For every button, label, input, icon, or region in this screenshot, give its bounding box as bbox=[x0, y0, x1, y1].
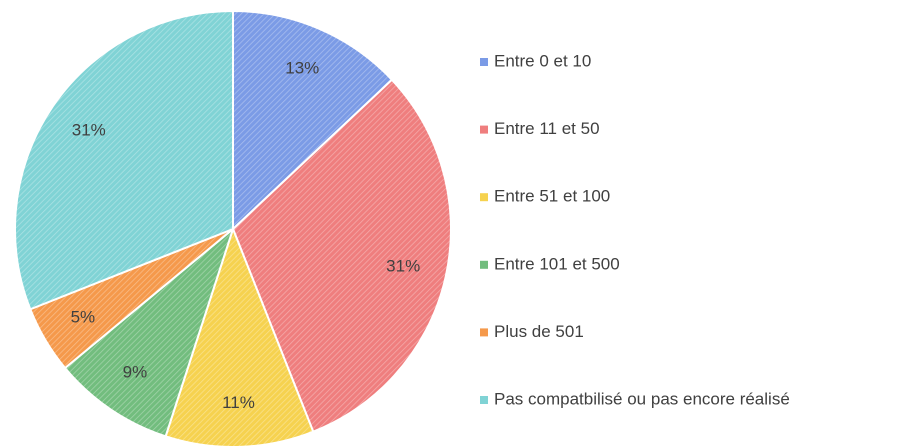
slice-hatch bbox=[233, 79, 451, 432]
legend-swatch bbox=[480, 125, 488, 134]
legend-swatch bbox=[480, 193, 488, 202]
slice-hatch bbox=[30, 229, 233, 368]
legend-swatch bbox=[480, 328, 488, 337]
legend-label: Entre 11 et 50 bbox=[494, 119, 600, 138]
legend-label: Entre 101 et 500 bbox=[494, 254, 620, 273]
legend-label: Plus de 501 bbox=[494, 322, 584, 341]
data-label: 31% bbox=[386, 257, 420, 276]
data-label: 11% bbox=[222, 393, 255, 412]
legend-label: Entre 51 et 100 bbox=[494, 187, 610, 206]
pie: 13% 31% 11% 9% 5% 31% bbox=[14, 9, 452, 446]
slice-hatch bbox=[65, 229, 234, 437]
slice-hatch bbox=[14, 11, 233, 310]
data-label: 13% bbox=[285, 58, 319, 77]
legend-label: Entre 0 et 10 bbox=[494, 51, 591, 70]
data-label: 31% bbox=[72, 120, 106, 139]
legend-swatch bbox=[480, 58, 488, 66]
legend-label: Pas compatbilisé ou pas encore réalisé bbox=[494, 389, 790, 408]
legend-swatch bbox=[480, 260, 488, 269]
legend: Entre 0 et 10 Entre 11 et 50 Entre 51 et 1… bbox=[480, 51, 790, 408]
slice-hatch bbox=[165, 229, 314, 446]
data-label: 9% bbox=[123, 363, 148, 382]
legend-swatch bbox=[480, 396, 488, 404]
data-label: 5% bbox=[71, 307, 96, 326]
slice-hatch bbox=[233, 11, 392, 229]
